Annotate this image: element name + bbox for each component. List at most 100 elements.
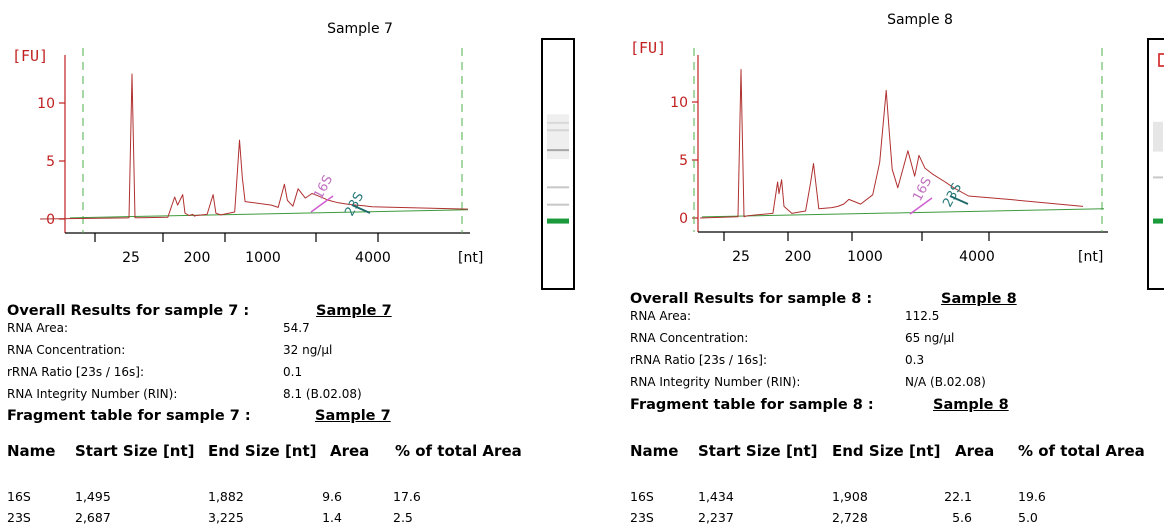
result-label: RNA Integrity Number (RIN): [7,387,178,401]
fragment-table-sample-link[interactable]: Sample 7 [315,408,391,424]
y-tick-label: 0 [46,212,55,228]
fragment-cell: 17.6 [393,489,421,504]
fragment-cell: 9.6 [322,489,342,504]
result-value: 65 ng/µl [905,331,955,345]
gel-lane-image [541,38,575,290]
gel-smear [547,114,569,160]
fragment-column-header: End Size [nt] [208,442,317,460]
sample-7-panel: 0 5 10 25 200 1000 4000 16S 23S Sample 7 [FU] [nt] O… [7,21,575,525]
x-tick-label: 25 [732,249,750,265]
baseline [701,208,1105,218]
fragment-cell: 3,225 [208,510,244,525]
peak-23s-marker [949,195,969,205]
fragment-cell: 2,237 [698,510,734,525]
overall-results-title: Overall Results for sample 7 : [7,303,250,319]
peak-16s-marker [909,197,933,215]
sample-title: Sample 7 [327,21,393,37]
x-tick-label: 25 [122,250,140,266]
result-value: 54.7 [283,321,310,335]
x-tick-label: 1000 [847,249,883,265]
fragment-cell: 23S [630,510,654,525]
result-label: RNA Concentration: [7,343,126,357]
fragment-column-header: Name [7,442,56,460]
fragment-cell: 1,908 [832,489,868,504]
peak-16s-label: 16S [311,173,336,202]
gel-selection-marker [1158,53,1164,67]
x-tick-label: 4000 [355,250,391,266]
peak-23s-label: 23S [940,181,965,210]
gel-bands [547,114,569,224]
result-label: rRNA Ratio [23s / 16s]: [7,365,145,379]
x-tick-label: 1000 [245,250,281,266]
peak-23s-label: 23S [342,190,367,219]
signal-trace [699,69,1084,219]
fu-axis-label: [FU] [12,47,49,65]
fragment-column-header: Start Size [nt] [698,442,818,460]
fragment-cell: 2.5 [393,510,413,525]
y-tick-label: 5 [46,154,55,170]
result-label: RNA Concentration: [630,331,749,345]
nt-axis-label: [nt] [458,250,484,266]
fragment-cell: 5.0 [1018,510,1038,525]
result-value: 8.1 (B.02.08) [283,387,362,401]
fragment-cell: 19.6 [1018,489,1046,504]
baseline [69,209,469,219]
fragment-column-header: % of total Area [395,442,522,460]
fragment-cell: 16S [7,489,31,504]
y-tick-label: 0 [679,211,688,227]
fragment-column-header: End Size [nt] [832,442,941,460]
result-value: 112.5 [905,309,940,323]
peak-23s-marker [351,204,371,214]
peak-16s-label: 16S [910,175,935,204]
gel-band [1153,176,1163,179]
gel-band [547,218,569,224]
fragment-cell: 1.4 [322,510,342,525]
result-label: RNA Integrity Number (RIN): [630,375,801,389]
result-value: N/A (B.02.08) [905,375,986,389]
gel-band [1153,218,1163,224]
fragment-cell: 1,434 [698,489,734,504]
gel-smear [1153,121,1163,152]
nt-axis-label: [nt] [1078,249,1104,265]
overall-results-sample-link[interactable]: Sample 7 [316,303,392,319]
y-tick-label: 10 [670,95,688,111]
fragment-table-title: Fragment table for sample 7 : [7,408,251,424]
sample-title: Sample 8 [887,12,953,28]
fragment-cell: 23S [7,510,31,525]
signal-trace [39,73,469,220]
sample-8-panel: 0 5 10 25 200 1000 4000 16S 23S Sample 8 [FU] [nt] O… [620,0,1164,529]
overall-results-title: Overall Results for sample 8 : [630,291,873,307]
result-label: RNA Area: [7,321,68,335]
fragment-column-header: Start Size [nt] [75,442,195,460]
x-tick-label: 4000 [959,249,995,265]
gel-band [547,203,569,206]
fu-axis-label: [FU] [630,39,667,57]
fragment-table-title: Fragment table for sample 8 : [630,397,874,413]
gel-bands [1153,53,1164,224]
fragment-column-header: Area [330,442,370,460]
fragment-table-sample-link[interactable]: Sample 8 [933,397,1009,413]
result-label: rRNA Ratio [23s / 16s]: [630,353,768,367]
result-value: 32 ng/µl [283,343,333,357]
fragment-cell: 1,495 [75,489,111,504]
fragment-cell: 5.6 [952,510,972,525]
fragment-cell: 1,882 [208,489,244,504]
gel-band [547,186,569,189]
overall-results-sample-link[interactable]: Sample 8 [941,291,1017,307]
fragment-column-header: Area [955,442,995,460]
result-value: 0.1 [283,365,303,379]
fragment-column-header: % of total Area [1018,442,1145,460]
y-tick-label: 5 [679,153,688,169]
x-tick-label: 200 [184,250,211,266]
peak-16s-marker [310,195,334,213]
fragment-column-header: Name [630,442,679,460]
x-tick-label: 200 [785,249,812,265]
gel-lane-image [1147,38,1164,290]
fragment-cell: 2,687 [75,510,111,525]
result-label: RNA Area: [630,309,691,323]
result-value: 0.3 [905,353,925,367]
y-tick-label: 10 [37,96,55,112]
fragment-cell: 22.1 [944,489,972,504]
